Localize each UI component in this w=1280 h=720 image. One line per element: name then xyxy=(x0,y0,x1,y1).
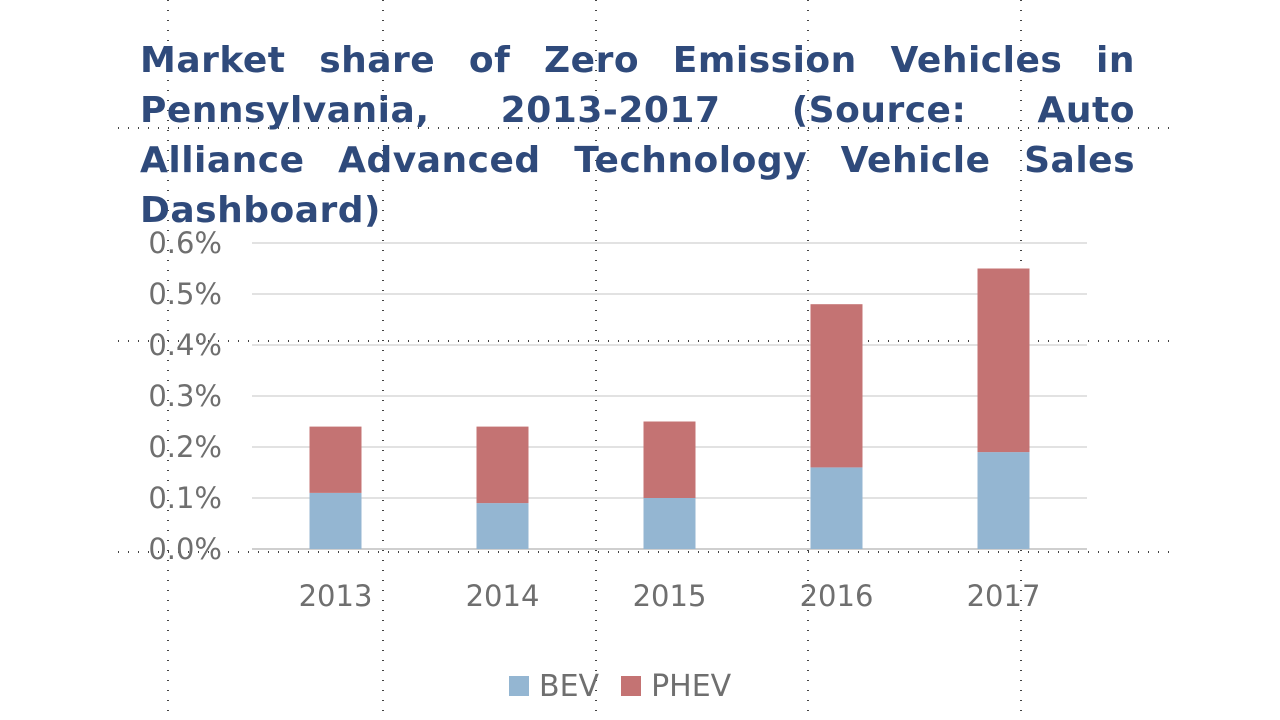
bar-phev-2015 xyxy=(643,421,696,498)
legend-label-phev: PHEV xyxy=(651,668,732,704)
y-tick-label: 0.6% xyxy=(148,226,222,260)
chart-legend: BEV PHEV xyxy=(509,666,753,706)
bar-bev-2016 xyxy=(810,467,863,549)
y-axis-tick-labels: 0.0% 0.1% 0.2% 0.3% 0.4% 0.5% 0.6% xyxy=(148,226,222,566)
bar-series xyxy=(309,268,1030,549)
x-tick-label: 2013 xyxy=(299,579,373,613)
legend-swatch-phev xyxy=(621,676,642,696)
legend-swatch-bev xyxy=(509,676,529,696)
y-tick-label: 0.3% xyxy=(148,379,222,413)
bar-bev-2013 xyxy=(309,492,362,549)
chart-title: Market share of Zero Emission Vehicles i… xyxy=(140,40,1135,231)
y-tick-label: 0.1% xyxy=(148,481,222,515)
y-tick-label: 0.4% xyxy=(148,328,222,362)
bar-phev-2014 xyxy=(476,426,529,504)
y-tick-label: 0.2% xyxy=(148,430,222,464)
x-tick-label: 2014 xyxy=(466,579,540,613)
x-tick-label: 2016 xyxy=(800,579,874,613)
bar-bev-2015 xyxy=(643,498,696,549)
bar-phev-2017 xyxy=(977,268,1030,453)
y-tick-label: 0.5% xyxy=(148,277,222,311)
bar-phev-2013 xyxy=(309,426,362,493)
bar-phev-2016 xyxy=(810,304,863,468)
legend-item-bev: BEV xyxy=(509,669,599,704)
bar-bev-2014 xyxy=(476,503,529,549)
x-tick-label: 2017 xyxy=(967,579,1041,613)
x-axis-category-labels: 2013 2014 2015 2016 2017 xyxy=(299,579,1041,613)
x-tick-label: 2015 xyxy=(633,579,707,613)
legend-label-bev: BEV xyxy=(539,668,600,704)
y-tick-label: 0.0% xyxy=(148,532,222,566)
legend-item-phev: PHEV xyxy=(621,669,731,704)
bar-bev-2017 xyxy=(977,452,1030,549)
